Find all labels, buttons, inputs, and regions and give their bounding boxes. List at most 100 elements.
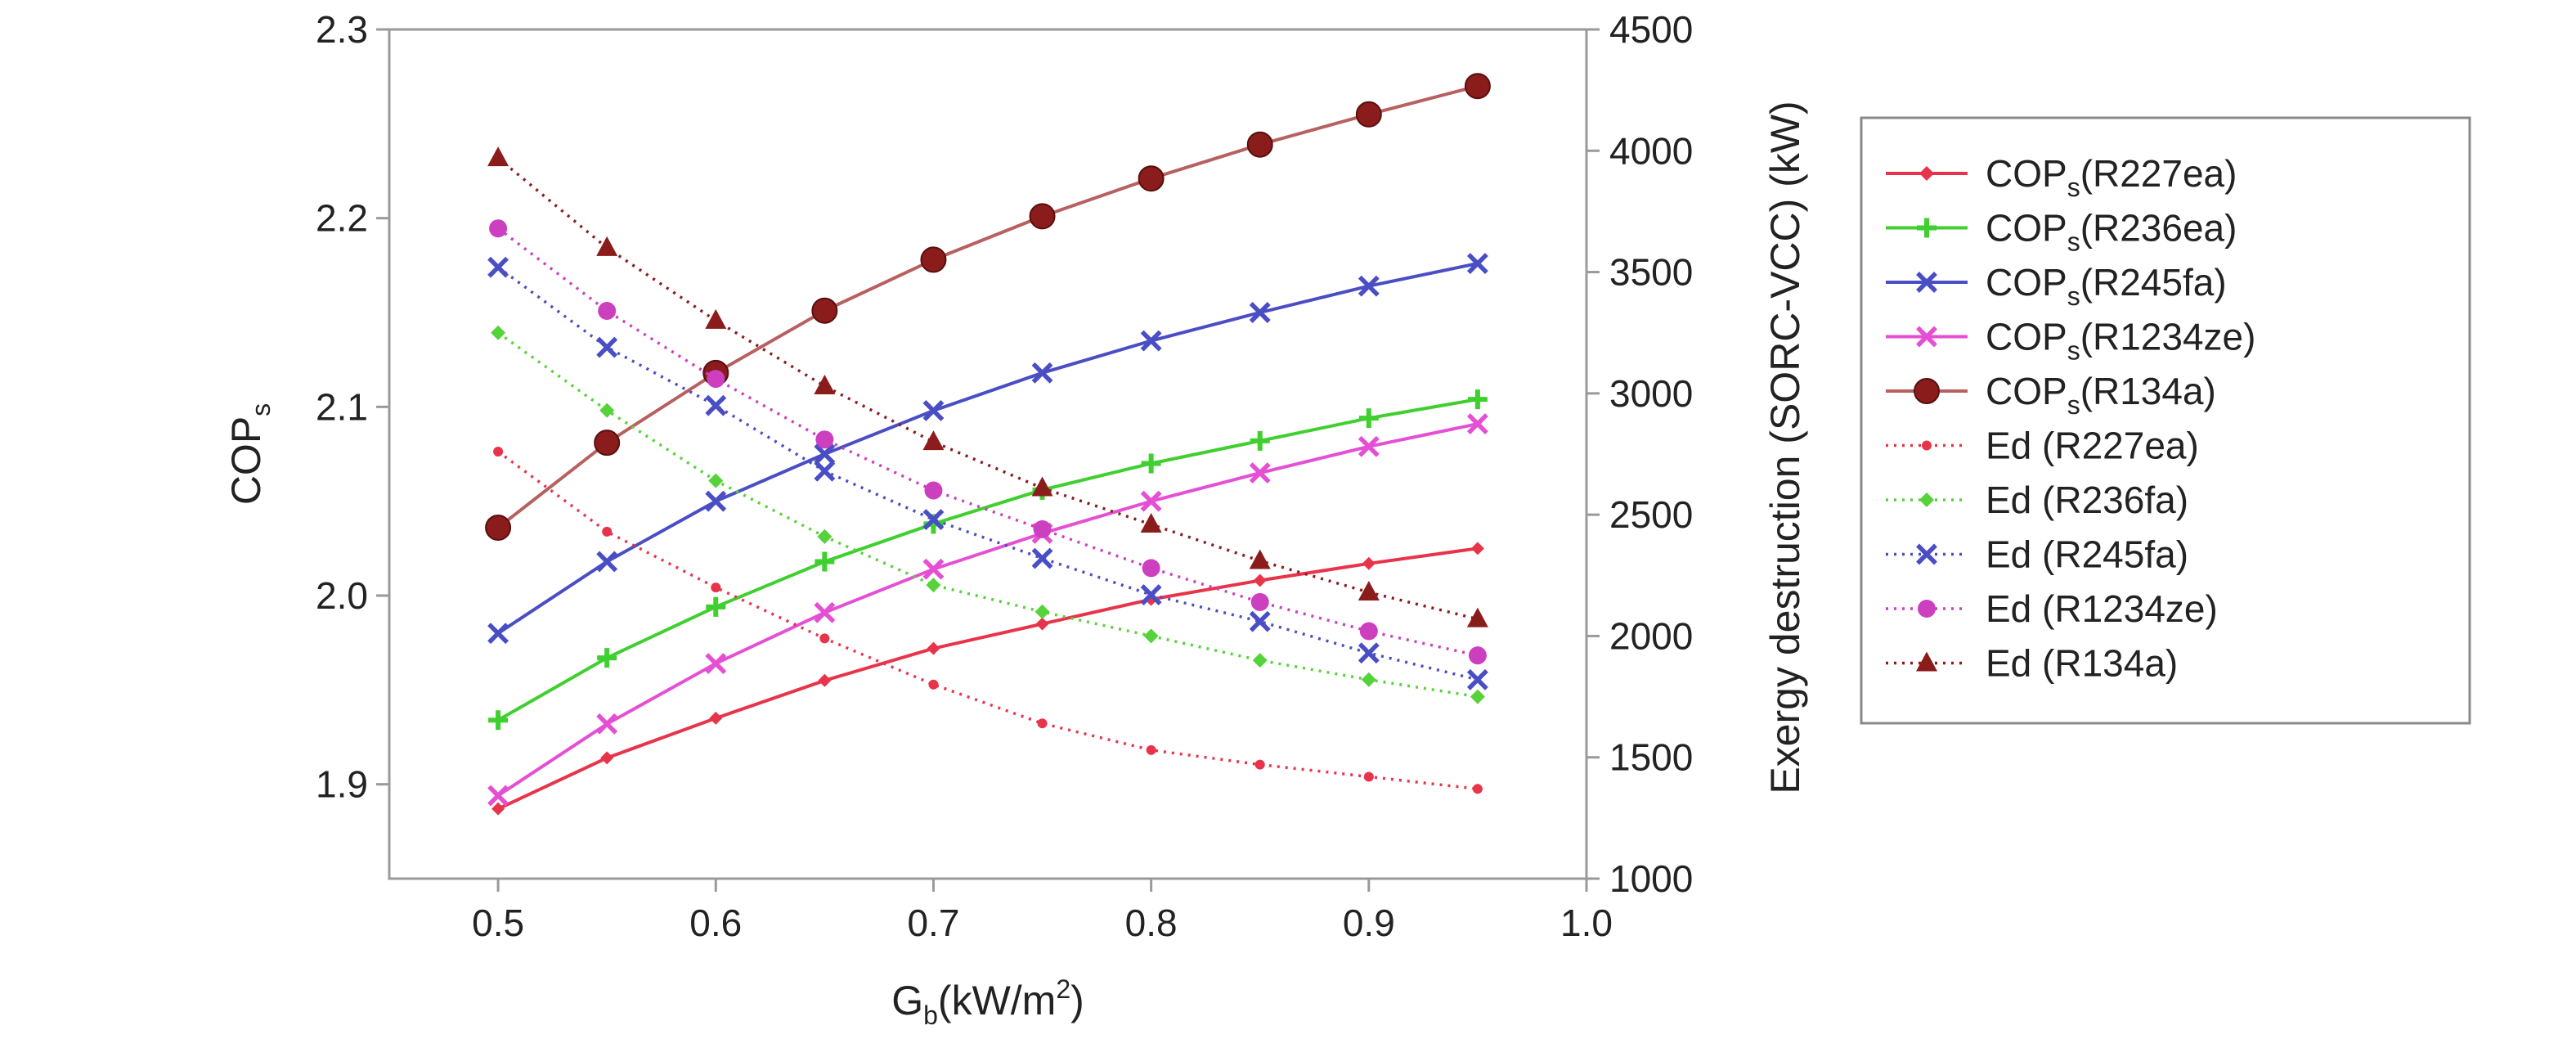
data-point — [922, 509, 945, 531]
data-point — [1362, 556, 1376, 570]
data-point — [924, 481, 943, 500]
data-point — [1916, 543, 1937, 565]
data-point — [1033, 520, 1052, 538]
data-point — [491, 802, 505, 816]
data-point — [1031, 476, 1053, 497]
series-layer — [485, 73, 1491, 816]
data-point — [596, 236, 618, 256]
legend-entry: COPs(R245fa) — [1886, 261, 2227, 311]
data-point — [1142, 559, 1160, 578]
data-point — [1917, 218, 1936, 238]
data-point — [1037, 718, 1048, 729]
data-point — [594, 430, 621, 457]
data-point — [1035, 617, 1049, 631]
y-left-tick-label: 2.3 — [316, 8, 368, 51]
data-point — [1361, 672, 1376, 687]
data-point — [705, 394, 727, 416]
data-point — [1140, 584, 1162, 605]
data-point — [1249, 462, 1271, 484]
series-ed-r1234ze — [489, 219, 1487, 665]
y-right-tick-label: 1500 — [1609, 736, 1693, 779]
data-point — [705, 490, 727, 512]
data-point — [491, 325, 506, 340]
y-right-axis-title: Exergy destruction (SORC-VCC) (kW) — [1762, 101, 1808, 794]
data-point — [1470, 542, 1484, 555]
series-line — [497, 398, 1479, 722]
data-point — [489, 219, 508, 238]
data-point — [922, 558, 945, 580]
x-axis-title: Gb(kW/m2) — [891, 974, 1084, 1030]
data-point — [1358, 408, 1379, 429]
data-point — [814, 601, 836, 623]
data-point — [1246, 131, 1273, 158]
data-point — [600, 751, 614, 765]
legend-label: COPs(R1234ze) — [1986, 316, 2255, 366]
data-point — [487, 623, 509, 645]
data-point — [1358, 642, 1380, 664]
data-point — [487, 256, 509, 278]
data-point — [598, 302, 617, 321]
data-point — [708, 473, 724, 488]
x-tick-label: 0.9 — [1343, 902, 1395, 944]
y-left-title-sub: s — [246, 403, 276, 416]
data-point — [1143, 628, 1159, 644]
y-left-axis: 1.9 2.0 2.1 2.2 2.3 — [316, 8, 389, 806]
legend-box — [1860, 116, 2471, 725]
y-right-tick-label: 2000 — [1609, 614, 1693, 657]
data-point — [1918, 600, 1936, 618]
data-point — [1140, 490, 1162, 512]
x-title-unit: (kW/m — [938, 978, 1056, 1023]
data-point — [1358, 275, 1380, 297]
data-point — [1916, 326, 1937, 348]
series-cops-r134a — [485, 73, 1491, 541]
data-point — [815, 430, 834, 449]
legend-entry: Ed (R1234ze) — [1886, 587, 2218, 630]
data-point — [815, 551, 835, 572]
data-point — [1031, 547, 1053, 569]
x-tick-label: 0.5 — [472, 902, 524, 944]
data-point — [928, 679, 939, 690]
series-cops-r245fa — [487, 253, 1488, 645]
y-right-tick-label: 1000 — [1609, 857, 1693, 900]
series-cops-r236ea — [488, 389, 1488, 731]
data-point — [1254, 759, 1265, 770]
data-point — [920, 246, 947, 273]
data-point — [493, 447, 504, 457]
data-point — [1358, 581, 1380, 601]
data-point — [1472, 784, 1483, 794]
data-point — [1034, 604, 1050, 619]
x-title-base: G — [891, 978, 923, 1023]
plot-frame — [388, 28, 1588, 880]
legend-label: COPs(R245fa) — [1986, 261, 2227, 311]
data-point — [1466, 668, 1488, 690]
data-point — [1355, 101, 1382, 128]
y-left-tick-label: 1.9 — [316, 763, 368, 806]
data-point — [706, 596, 726, 617]
legend-label: Ed (R134a) — [1986, 642, 2178, 685]
data-point — [1250, 592, 1269, 611]
data-point — [707, 370, 725, 389]
data-point — [922, 430, 945, 451]
series-line — [497, 331, 1479, 699]
y-left-tick-label: 2.1 — [316, 385, 368, 428]
data-point — [1922, 440, 1932, 451]
data-point — [709, 711, 723, 725]
data-point — [1466, 607, 1488, 627]
x-axis: 0.5 0.6 0.7 0.8 0.9 1.0 — [472, 879, 1613, 944]
series-ed-r227ea — [493, 447, 1483, 794]
data-point — [1141, 453, 1161, 474]
data-point — [1029, 203, 1056, 230]
data-point — [1919, 493, 1934, 507]
x-title-sup: 2 — [1056, 974, 1070, 1004]
legend: COPs(R227ea)COPs(R236ea)COPs(R245fa)COPs… — [1860, 116, 2471, 725]
data-point — [597, 648, 617, 668]
data-point — [1468, 646, 1487, 665]
data-point — [596, 713, 618, 735]
legend-label: Ed (R1234ze) — [1986, 587, 2218, 630]
data-point — [1138, 165, 1165, 192]
series-ed-r134a — [487, 146, 1488, 627]
series-ed-r245fa — [487, 256, 1488, 690]
data-point — [1031, 362, 1053, 384]
data-point — [485, 514, 512, 541]
